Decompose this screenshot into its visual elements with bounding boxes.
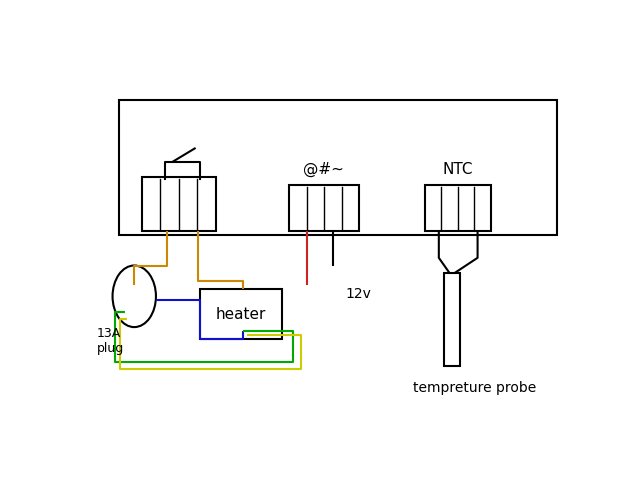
Text: NTC: NTC [442, 162, 473, 177]
Text: 13A
plug: 13A plug [97, 327, 124, 355]
Text: tempreture probe: tempreture probe [413, 381, 536, 395]
Bar [425, 185, 491, 231]
Bar [142, 177, 216, 231]
Text: heater: heater [215, 307, 266, 322]
Bar [289, 185, 359, 231]
Bar [444, 273, 460, 366]
Bar [119, 100, 557, 235]
Ellipse shape [113, 265, 156, 327]
Bar [200, 288, 282, 339]
Text: @#~: @#~ [303, 162, 344, 177]
Text: 12v: 12v [345, 287, 371, 301]
